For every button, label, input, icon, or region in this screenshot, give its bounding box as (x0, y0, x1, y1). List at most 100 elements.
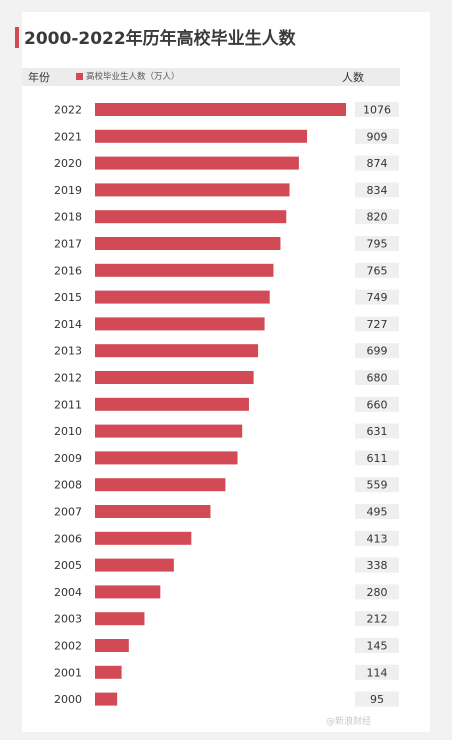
bar (95, 558, 174, 572)
year-label: 2005 (54, 559, 82, 572)
value-label: 95 (370, 693, 384, 706)
value-cell-bg (355, 262, 399, 278)
value-cell-bg (355, 370, 399, 385)
value-cell-bg (355, 236, 399, 251)
bar (95, 263, 274, 277)
bar (95, 237, 281, 250)
year-label: 2019 (54, 184, 82, 197)
value-label: 413 (367, 532, 388, 545)
bar (95, 665, 122, 679)
value-cell-bg (355, 102, 399, 117)
year-label: 2016 (54, 264, 82, 277)
year-label: 2014 (54, 318, 82, 331)
bar (95, 478, 226, 492)
bar (95, 612, 145, 626)
value-label: 611 (367, 452, 388, 465)
year-label: 2004 (54, 586, 82, 599)
year-label: 2008 (54, 479, 82, 492)
value-cell-bg (355, 450, 399, 466)
value-cell-bg (355, 504, 399, 519)
value-cell-bg (355, 423, 399, 439)
value-label: 338 (367, 559, 388, 572)
bar (95, 290, 270, 304)
value-label: 212 (367, 613, 388, 626)
year-label: 2002 (54, 640, 82, 653)
year-label: 2010 (54, 425, 82, 438)
year-label: 2000 (54, 693, 82, 706)
value-cell-bg (355, 638, 399, 653)
value-label: 795 (367, 238, 388, 251)
year-label: 2007 (54, 506, 82, 519)
legend-label: 高校毕业生人数（万人） (86, 72, 180, 82)
bar (95, 505, 211, 518)
bar (95, 183, 290, 197)
year-label: 2012 (54, 372, 82, 385)
value-label: 660 (367, 398, 388, 411)
value-label: 699 (367, 345, 388, 358)
value-label: 631 (367, 425, 388, 438)
value-cell-bg (355, 155, 399, 171)
year-label: 2018 (54, 211, 82, 224)
legend-swatch (76, 73, 83, 80)
count-column-header: 人数 (342, 71, 364, 84)
value-label: 495 (367, 506, 388, 519)
year-label: 2021 (54, 130, 82, 143)
chart-title: 2000-2022年历年高校毕业生人数 (24, 29, 296, 49)
year-label: 2020 (54, 157, 82, 170)
value-cell-bg (355, 691, 399, 707)
bar (95, 344, 259, 358)
watermark: @新浪财经 (326, 717, 372, 727)
bar (95, 531, 192, 545)
value-cell-bg (355, 584, 399, 600)
value-label: 1076 (363, 104, 391, 117)
table-header-row (22, 68, 400, 86)
value-label: 765 (367, 264, 388, 277)
value-label: 280 (367, 586, 388, 599)
value-label: 559 (367, 479, 388, 492)
value-label: 114 (367, 666, 388, 679)
year-label: 2022 (54, 104, 82, 117)
year-label: 2009 (54, 452, 82, 465)
value-cell-bg (355, 664, 399, 680)
value-cell-bg (355, 128, 399, 144)
bar (95, 585, 161, 599)
value-cell-bg (355, 343, 399, 359)
bar (95, 129, 308, 143)
value-cell-bg (355, 557, 399, 573)
year-label: 2006 (54, 532, 82, 545)
bar (95, 103, 346, 116)
bar (95, 424, 243, 438)
year-label: 2011 (54, 398, 82, 411)
value-cell-bg (355, 611, 399, 627)
value-cell-bg (355, 182, 399, 198)
bar (95, 210, 287, 224)
value-label: 749 (367, 291, 388, 304)
value-label: 680 (367, 372, 388, 385)
value-label: 834 (367, 184, 388, 197)
bar (95, 317, 265, 331)
value-label: 145 (367, 640, 388, 653)
value-cell-bg (355, 209, 399, 225)
bar (95, 156, 299, 170)
value-label: 727 (367, 318, 388, 331)
value-label: 820 (367, 211, 388, 224)
year-label: 2017 (54, 238, 82, 251)
value-cell-bg (355, 396, 399, 412)
value-cell-bg (355, 477, 399, 493)
value-cell-bg (355, 316, 399, 332)
value-cell-bg (355, 530, 399, 546)
year-label: 2001 (54, 666, 82, 679)
bar (95, 397, 249, 411)
value-label: 874 (367, 157, 388, 170)
year-label: 2015 (54, 291, 82, 304)
year-column-header: 年份 (28, 71, 50, 84)
value-cell-bg (355, 289, 399, 305)
bar (95, 692, 118, 706)
year-label: 2013 (54, 345, 82, 358)
year-label: 2003 (54, 613, 82, 626)
value-label: 909 (367, 130, 388, 143)
bar (95, 371, 254, 384)
title-accent-bar (15, 27, 19, 48)
bar (95, 639, 129, 652)
